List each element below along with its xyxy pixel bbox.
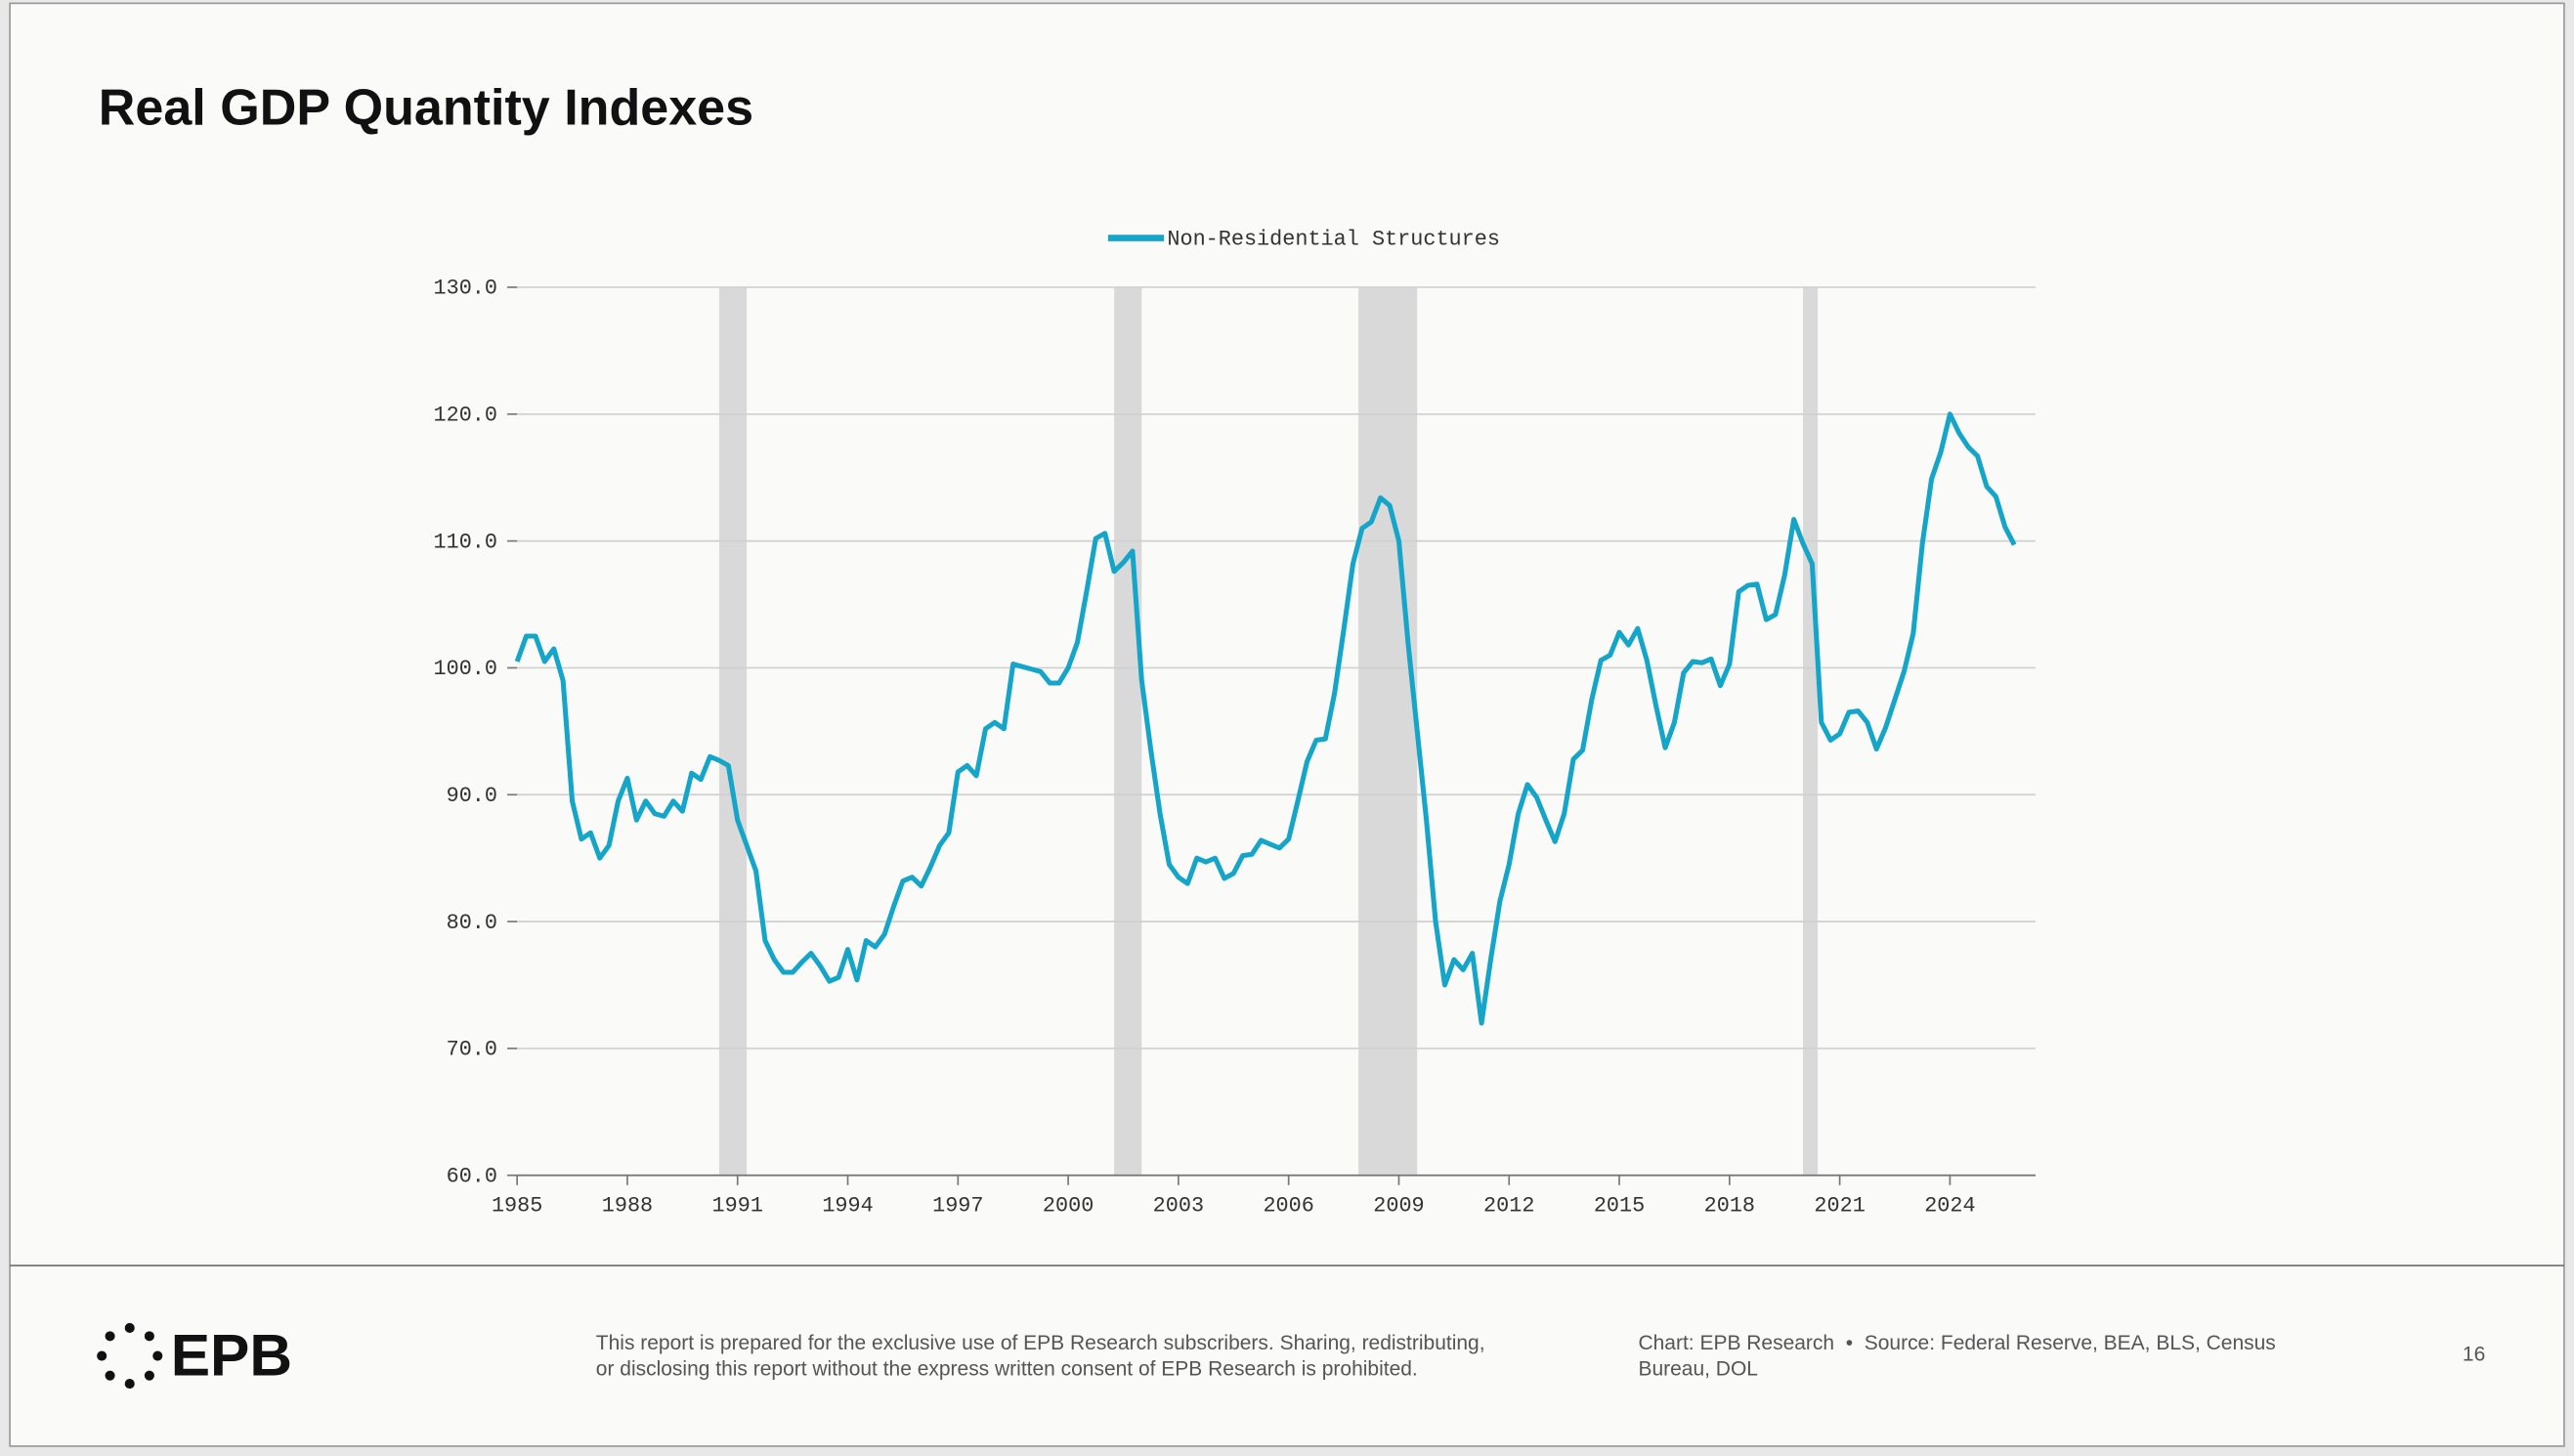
y-tick-label: 60.0: [447, 1164, 497, 1188]
recession-band: [718, 286, 748, 1176]
disclaimer: This report is prepared for the exclusiv…: [596, 1332, 1485, 1354]
source-note: Bureau, DOL: [1638, 1358, 1757, 1381]
chart-title: Real GDP Quantity Indexes: [99, 80, 753, 137]
x-tick-label: 1985: [492, 1194, 542, 1219]
x-tick-label: 2018: [1704, 1194, 1755, 1219]
x-tick-label: 1997: [932, 1194, 983, 1219]
x-tick-label: 2006: [1263, 1194, 1313, 1219]
y-tick-label: 80.0: [447, 911, 497, 935]
y-tick-label: 110.0: [434, 530, 498, 554]
x-tick-label: 2021: [1814, 1194, 1865, 1219]
page-number: 16: [2463, 1344, 2485, 1366]
x-tick-label: 2012: [1483, 1194, 1534, 1219]
y-tick-label: 100.0: [434, 657, 498, 681]
series-line: [514, 411, 2017, 1026]
logo-icon: [97, 1322, 163, 1390]
x-tick-label: 2024: [1924, 1194, 1975, 1219]
legend-label: Non-Residential Structures: [1167, 227, 1500, 251]
slide-background: [9, 2, 2565, 1447]
disclaimer: or disclosing this report without the ex…: [596, 1358, 1418, 1381]
x-tick-label: 1988: [602, 1194, 653, 1219]
chart: 60.0 70.0 80.0 90.0 100.0 110.0 120.0 130.0 1985…: [434, 227, 2036, 1219]
x-tick-label: 2015: [1594, 1194, 1645, 1219]
x-tick-label: 2003: [1153, 1194, 1204, 1219]
x-tick-label: 2000: [1043, 1194, 1094, 1219]
x-tick-label: 1994: [822, 1194, 873, 1219]
logo-text: EPB: [171, 1322, 292, 1389]
logo: EPB: [97, 1322, 292, 1390]
y-tick-label: 120.0: [434, 404, 498, 428]
y-tick-label: 70.0: [447, 1038, 497, 1062]
x-tick-label: 1991: [712, 1194, 763, 1219]
x-tick-label: 2009: [1373, 1194, 1424, 1219]
y-tick-label: 130.0: [434, 277, 498, 301]
recession-band: [1114, 286, 1142, 1176]
recession-band: [1803, 286, 1819, 1176]
y-tick-label: 90.0: [447, 784, 497, 808]
source-note: Chart: EPB Research • Source: Federal Re…: [1638, 1332, 2275, 1354]
recession-band: [1358, 286, 1418, 1176]
